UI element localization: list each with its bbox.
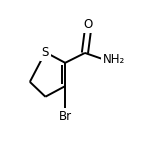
Text: NH₂: NH₂ [103,53,126,66]
Text: Br: Br [59,110,72,123]
Text: S: S [42,46,49,59]
Text: O: O [83,18,92,31]
